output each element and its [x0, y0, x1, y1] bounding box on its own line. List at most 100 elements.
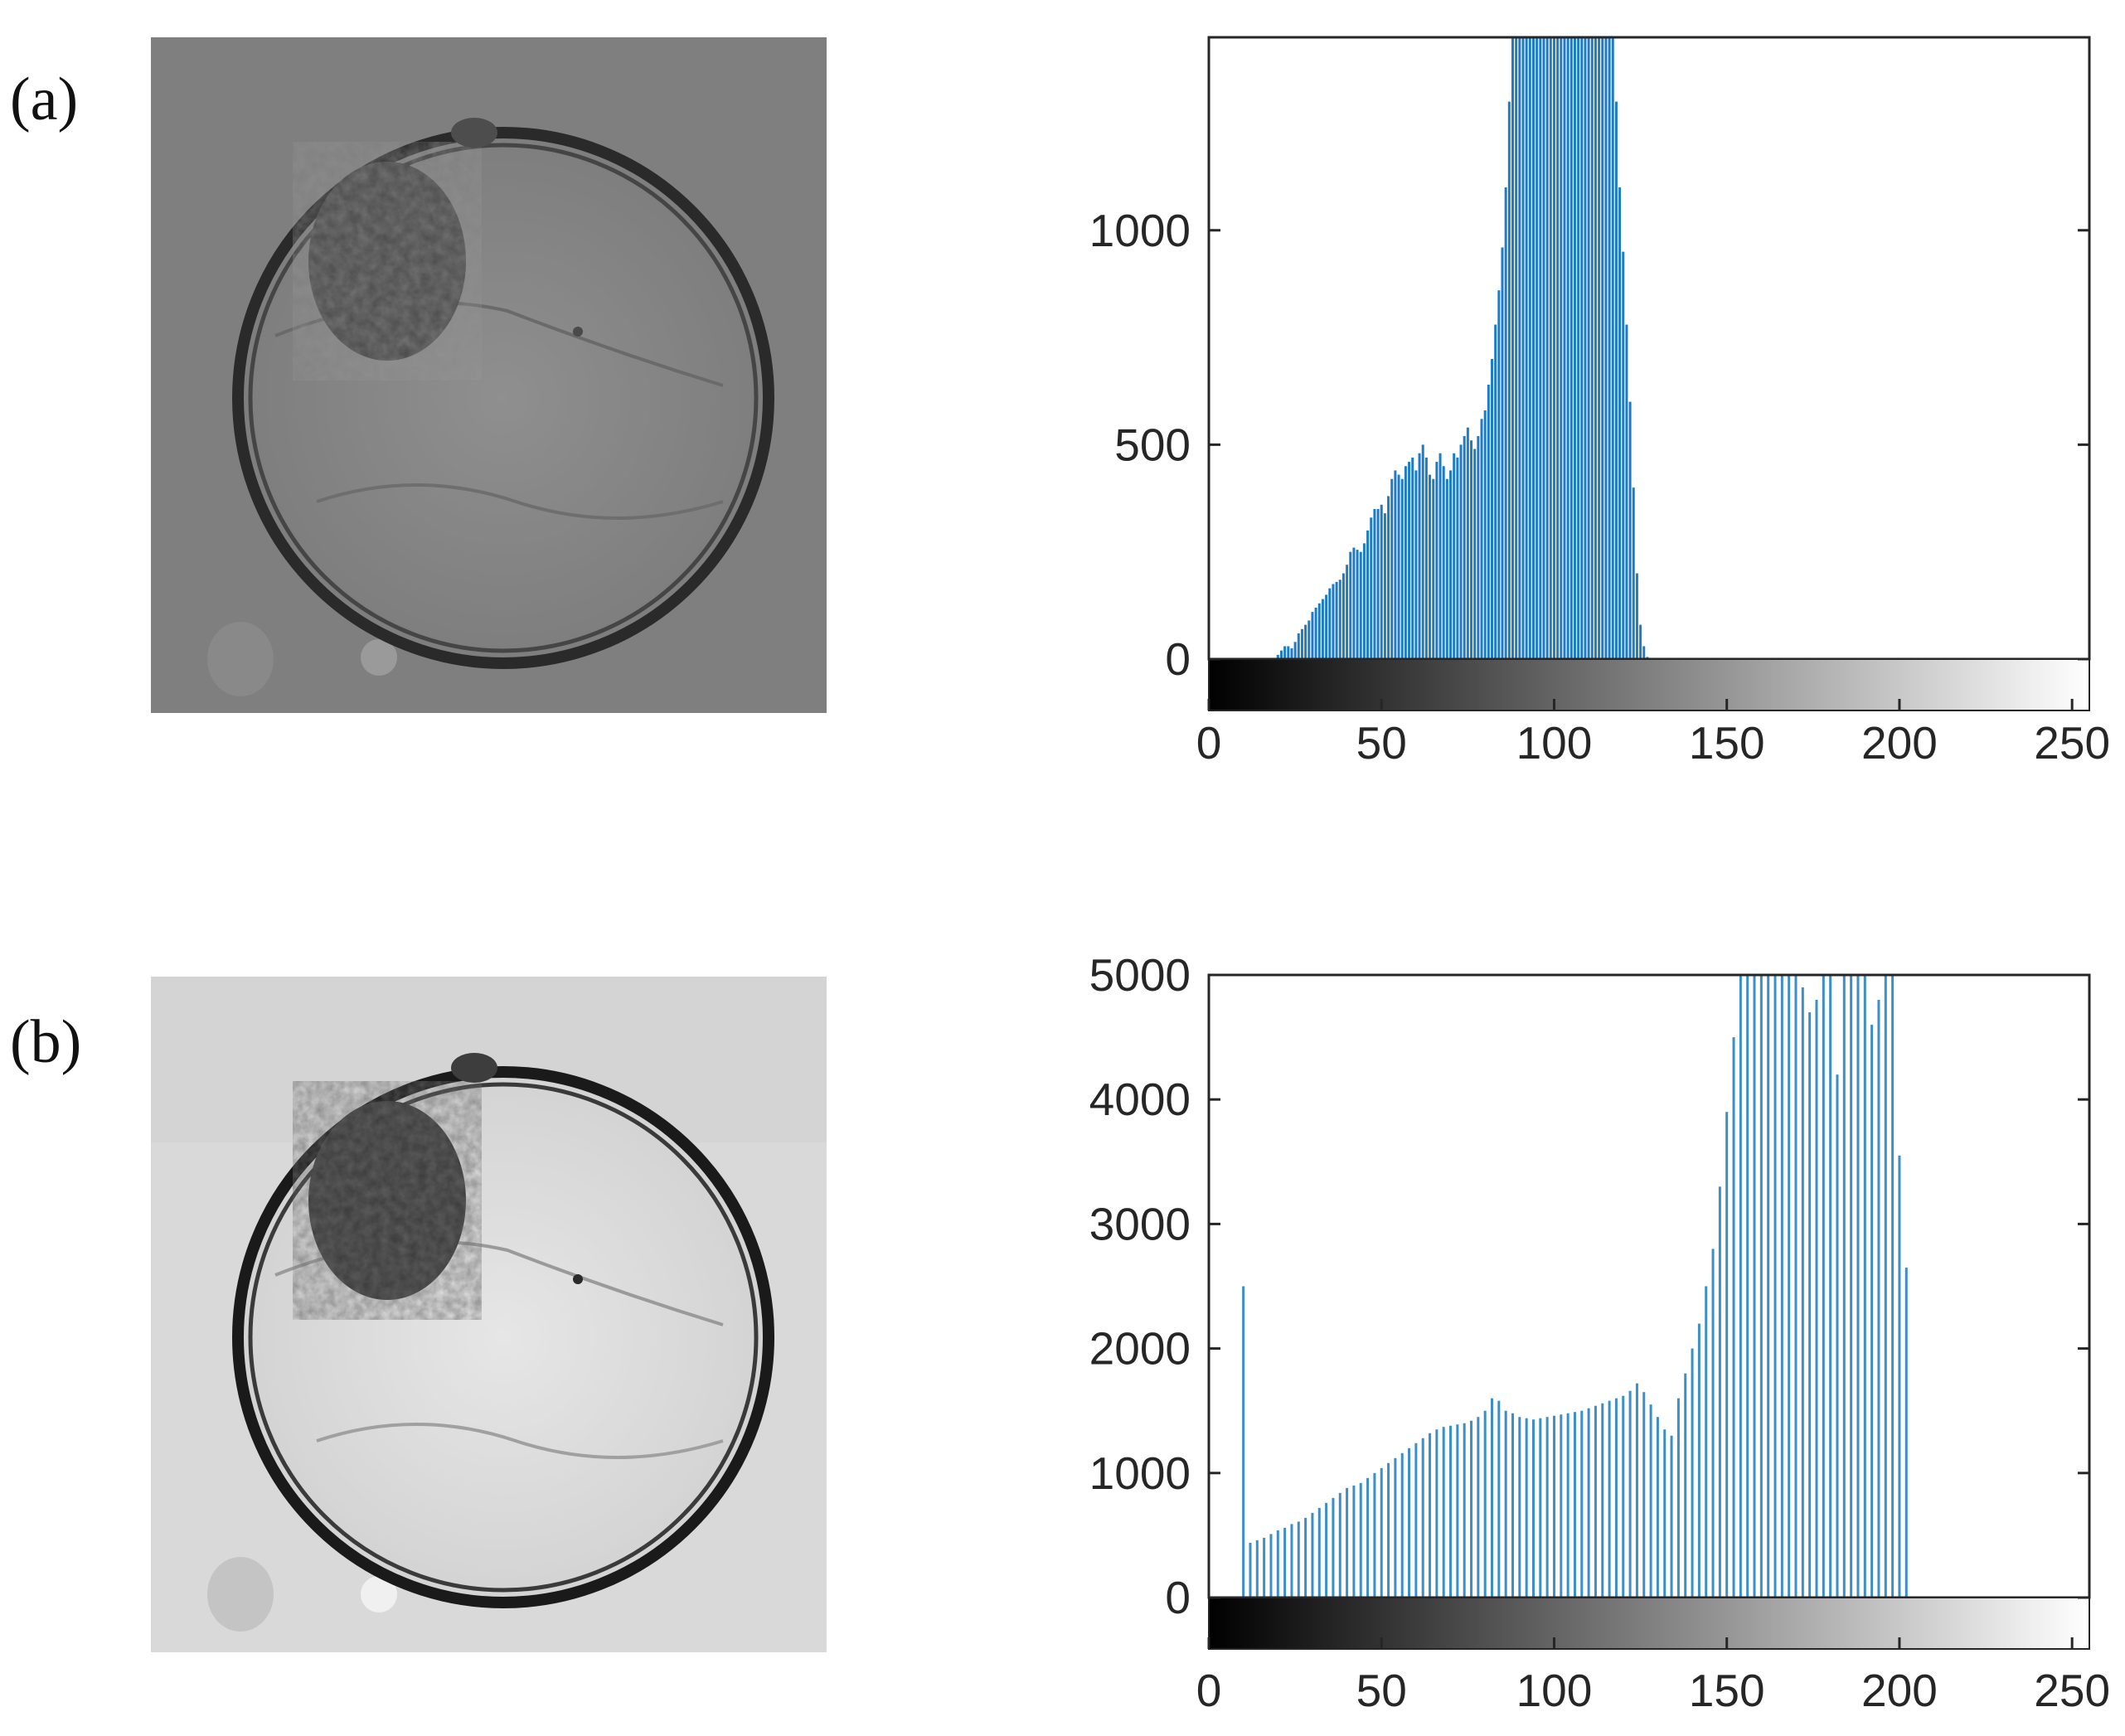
y-tick-label: 500	[1114, 419, 1191, 470]
histogram-bar	[1290, 648, 1293, 659]
histogram-bar	[1773, 975, 1777, 1598]
histogram-bar	[1711, 1249, 1715, 1598]
histogram-bar	[1511, 1413, 1514, 1598]
histogram-bar	[1473, 449, 1477, 659]
histogram-bar	[1542, 37, 1545, 659]
histogram-bar	[1387, 1462, 1390, 1598]
histogram-bar	[1445, 478, 1448, 659]
histogram-bars	[1242, 975, 1908, 1598]
histogram-bar	[1466, 427, 1469, 659]
x-tick-label: 200	[1861, 1665, 1938, 1716]
histogram-bar	[1370, 517, 1373, 659]
histogram-bar	[1276, 654, 1279, 659]
histogram-bar	[1539, 37, 1542, 659]
histogram-bar	[1317, 603, 1321, 659]
histogram-bar	[1525, 37, 1528, 659]
histogram-bar	[1531, 1419, 1535, 1598]
histogram-bar	[1352, 547, 1356, 659]
histogram-bar	[1491, 1398, 1494, 1598]
y-tick-label: 3000	[1089, 1198, 1191, 1249]
histogram-bar	[1442, 1427, 1445, 1598]
histogram-bar	[1383, 513, 1386, 659]
histogram-bar	[1670, 1435, 1673, 1598]
histogram-bar	[1390, 478, 1394, 659]
histogram-bar	[1325, 594, 1328, 659]
histogram-bar	[1904, 1267, 1908, 1598]
histogram-bar	[1639, 624, 1642, 659]
histogram-bar	[1587, 1408, 1590, 1598]
histogram-bar	[1573, 1412, 1576, 1598]
histogram-bar	[1418, 453, 1421, 659]
histogram-bar	[1491, 358, 1494, 659]
panel-label-a: (a)	[10, 65, 79, 133]
histogram-bar	[1366, 530, 1370, 659]
histogram-bar	[1898, 1155, 1901, 1598]
histogram-bar	[1590, 37, 1594, 659]
histogram-bar	[1635, 1383, 1638, 1598]
histogram-bar	[1432, 478, 1435, 659]
histogram-bar	[1317, 1507, 1321, 1598]
histogram-bar	[1442, 466, 1445, 659]
histogram-bar	[1283, 646, 1287, 659]
histogram-bar	[1435, 1429, 1438, 1598]
histogram-bar	[1321, 599, 1324, 659]
histogram-bar	[1400, 1452, 1404, 1598]
histogram-bar	[1483, 1410, 1487, 1598]
histogram-bar	[1328, 588, 1332, 659]
histogram-bar	[1438, 453, 1442, 659]
histogram-bar	[1587, 37, 1590, 659]
histogram-bar	[1856, 975, 1860, 1598]
histogram-bar	[1691, 1348, 1694, 1598]
histogram-bar	[1283, 1527, 1287, 1598]
y-tick-label: 5000	[1089, 949, 1191, 1001]
histogram-bar	[1614, 101, 1618, 659]
histogram-bar	[1545, 37, 1549, 659]
x-tick-label: 100	[1516, 1665, 1593, 1716]
histogram-bar	[1794, 975, 1798, 1598]
x-tick-label: 150	[1689, 1665, 1765, 1716]
histogram-bar	[1463, 436, 1466, 659]
histogram-bar	[1421, 1438, 1424, 1598]
x-tick-label: 50	[1356, 1665, 1407, 1716]
histogram-bar	[1608, 1400, 1611, 1598]
histogram-bar	[1394, 1457, 1397, 1598]
histogram-bar	[1577, 37, 1580, 659]
histogram-bar	[1387, 496, 1390, 659]
histogram-bar	[1718, 1186, 1721, 1598]
histogram-bar	[1463, 1423, 1466, 1598]
histogram-bar	[1325, 1502, 1328, 1598]
histogram-bar	[1850, 975, 1853, 1598]
histogram-bar	[1746, 975, 1749, 1598]
histogram-bar	[1332, 584, 1335, 659]
histogram-bar	[1411, 457, 1414, 659]
histogram-bar	[1408, 462, 1411, 659]
histogram-bar	[1628, 1390, 1632, 1598]
y-tick-label: 1000	[1089, 1447, 1191, 1499]
x-tick-label: 250	[2034, 717, 2110, 769]
histogram-bar	[1663, 1429, 1667, 1598]
histogram-bar	[1373, 1472, 1376, 1598]
histogram-bar	[1359, 551, 1362, 659]
blastocyst-image-original	[151, 37, 827, 713]
x-tick-label: 100	[1516, 717, 1593, 769]
histogram-bar	[1400, 478, 1404, 659]
x-tick-label: 50	[1356, 717, 1407, 769]
histogram-bar	[1297, 1521, 1300, 1598]
histogram-bar	[1515, 37, 1518, 659]
histogram-bar	[1362, 543, 1366, 659]
histogram-bar	[1308, 620, 1311, 659]
histogram-bar	[1580, 37, 1584, 659]
histogram-bar	[1504, 1410, 1507, 1598]
histogram-bar	[1477, 1417, 1480, 1598]
histogram-bars	[1276, 37, 1649, 659]
histogram-bar	[1560, 37, 1563, 659]
histogram-bar	[1767, 975, 1770, 1598]
histogram-bar	[1279, 650, 1283, 659]
histogram-bar	[1424, 457, 1428, 659]
histogram-bar	[1297, 633, 1300, 659]
histogram-bar	[1338, 1492, 1341, 1598]
histogram-bar	[1560, 1414, 1563, 1598]
histogram-bar	[1497, 290, 1501, 659]
histogram-bar	[1566, 1413, 1569, 1598]
